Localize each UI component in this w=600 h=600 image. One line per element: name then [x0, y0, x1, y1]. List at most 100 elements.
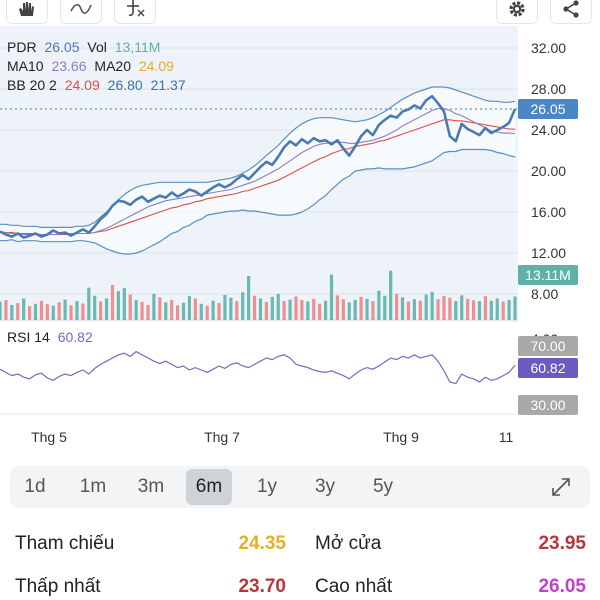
ref-price-value: 24.35 [238, 533, 286, 554]
ref-price-label: Tham chiếu [15, 533, 115, 554]
volume-bar [51, 305, 55, 320]
bb-lower-line [0, 148, 516, 255]
rsi-30-tag: 30.00 [530, 397, 565, 413]
volume-bar [377, 290, 381, 320]
period-3m[interactable]: 3m [137, 476, 165, 497]
hand-tool-button[interactable] [6, 0, 48, 24]
volume-bar [4, 299, 8, 320]
y-tick-label: 8.00 [531, 286, 558, 302]
price-line [0, 94, 517, 239]
volume-bar [436, 299, 440, 320]
volume-bar [217, 303, 221, 320]
period-3y[interactable]: 3y [314, 476, 336, 497]
volume-bar [252, 295, 257, 320]
volume-bars [0, 270, 517, 320]
legend-vol-label: Vol [87, 39, 106, 55]
indicator-icon [127, 0, 145, 17]
volume-bar [122, 288, 126, 320]
volume-bar [477, 301, 482, 320]
volume-bar [104, 298, 109, 320]
legend-bb-label: BB 20 2 [7, 77, 57, 93]
volume-bar [199, 303, 203, 320]
volume-bar [418, 300, 422, 320]
open-price-value: 23.95 [538, 533, 586, 554]
period-1m[interactable]: 1m [79, 476, 107, 497]
expand-icon [552, 478, 570, 496]
share-icon [563, 0, 579, 18]
rsi-70-tag: 70.00 [530, 338, 565, 354]
chart-toolbar [0, 0, 600, 26]
indicator-button[interactable] [114, 0, 156, 24]
volume-bar [87, 287, 91, 320]
high-price-label: Cao nhất [315, 576, 393, 597]
rsi-line [0, 350, 516, 385]
indicator-lines [0, 86, 518, 255]
volume-bar [471, 300, 476, 320]
volume-bar [134, 299, 138, 320]
volume-bar [400, 297, 405, 320]
period-6m[interactable]: 6m [186, 469, 232, 505]
volume-bar [466, 298, 470, 320]
volume-bar [63, 299, 67, 320]
y-tick-label: 12.00 [531, 245, 566, 261]
share-button[interactable] [550, 0, 592, 24]
volume-bar [282, 301, 286, 320]
volume-bar [442, 296, 446, 320]
period-5y[interactable]: 5y [372, 476, 394, 497]
volume-bar [45, 304, 49, 320]
volume-bar [128, 294, 132, 320]
line-tool-button[interactable] [60, 0, 102, 24]
legend-rsi-value: 60.82 [58, 329, 93, 345]
low-price-label: Thấp nhất [15, 576, 101, 597]
current-price-tag-bg [518, 98, 578, 119]
volume-bar [164, 302, 168, 320]
volume-bar [146, 304, 150, 320]
volume-bar [341, 299, 345, 320]
period-selector: 1d 1m 3m 6m 1y 3y 5y [10, 466, 590, 508]
volume-bar [116, 291, 120, 320]
period-1y[interactable]: 1y [256, 476, 278, 497]
volume-bar [448, 297, 452, 320]
period-1d[interactable]: 1d [24, 476, 46, 497]
legend-bb-lower: 21.37 [151, 77, 186, 93]
volume-bar [276, 293, 280, 320]
high-price-value: 26.05 [538, 576, 586, 597]
volume-bar [181, 302, 186, 320]
y-tick-label: 28.00 [531, 81, 566, 97]
volume-bar [170, 299, 174, 320]
volume-bar [223, 294, 227, 320]
x-tick-label: Thg 7 [204, 429, 240, 445]
current-volume-tag-bg [518, 265, 578, 285]
legend-price: 26.05 [44, 39, 79, 55]
volume-bar [389, 270, 393, 320]
legend-bb-upper: 26.80 [108, 77, 143, 93]
rsi-current-tag-bg [518, 358, 578, 378]
volume-bar [39, 300, 44, 320]
legend-vol: 13,11M [115, 39, 161, 55]
volume-bar [483, 296, 488, 320]
legend-line-3: BB 20 2 24.09 26.80 21.37 [7, 77, 186, 93]
x-tick-label: 11 [499, 429, 514, 445]
volume-bar [16, 303, 20, 320]
volume-bar [395, 293, 399, 320]
volume-bar [288, 299, 292, 320]
y-tick-label: 16.00 [531, 204, 566, 220]
rsi-indicator [0, 350, 516, 385]
settings-button[interactable] [496, 0, 538, 24]
x-axis: Thg 5 Thg 7 Thg 9 11 [31, 429, 513, 445]
volume-bar [306, 301, 310, 320]
current-price-tag: 26.05 [530, 101, 565, 117]
x-tick-label: Thg 9 [383, 429, 419, 445]
legend-rsi-label: RSI 14 [7, 329, 50, 345]
low-price-value: 23.70 [238, 576, 286, 597]
expand-button[interactable] [546, 472, 576, 502]
volume-bar [205, 305, 209, 320]
ma10-line [0, 107, 516, 236]
volume-bar [359, 296, 363, 320]
volume-bar [460, 295, 464, 320]
volume-bar [10, 304, 14, 320]
gear-icon [509, 1, 525, 17]
volume-bar [247, 276, 251, 320]
